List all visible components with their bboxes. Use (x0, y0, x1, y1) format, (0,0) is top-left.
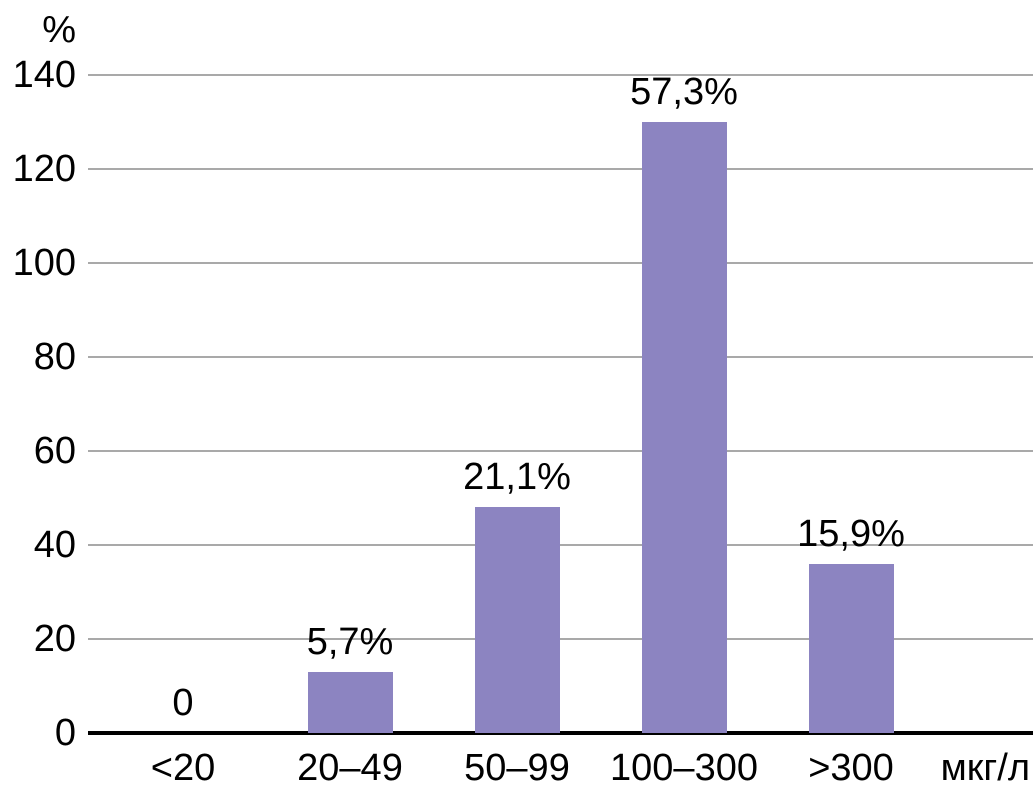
y-tick-label-80: 80 (33, 336, 76, 378)
y-tick-label-140: 140 (12, 54, 76, 96)
gridline-100 (88, 262, 1033, 264)
y-tick-label-60: 60 (33, 430, 76, 472)
bar-value-label-20–49: 5,7% (306, 620, 394, 663)
y-tick-label-40: 40 (33, 524, 76, 566)
x-tick-label-100–300: 100–300 (610, 747, 758, 789)
y-tick-label-20: 20 (33, 618, 76, 660)
x-tick-label-<20: <20 (150, 747, 216, 789)
x-tick-label-50–99: 50–99 (464, 747, 570, 789)
y-tick-label-0: 0 (54, 712, 76, 754)
bar-value-label-50–99: 21,1% (463, 456, 571, 499)
x-axis-unit-label: мкг/л (940, 747, 1030, 789)
gridline-40 (88, 544, 1033, 546)
y-tick-label-100: 100 (12, 242, 76, 284)
bar->300 (808, 563, 894, 733)
gridline-120 (88, 168, 1033, 170)
y-axis-title: % (42, 9, 76, 51)
gridline-80 (88, 356, 1033, 358)
bar-50–99 (474, 507, 560, 733)
gridline-140 (88, 74, 1033, 76)
x-axis-line (88, 731, 1033, 735)
x-tick-label->300: >300 (808, 747, 894, 789)
gridline-20 (88, 638, 1033, 640)
bar-value-label-100–300: 57,3% (630, 71, 738, 113)
bar-100–300 (641, 122, 727, 733)
bar-20–49 (307, 671, 393, 733)
x-tick-label-20–49: 20–49 (297, 747, 403, 789)
bar-value-label-<20: 0 (172, 682, 194, 724)
gridline-60 (88, 450, 1033, 452)
y-tick-label-120: 120 (12, 148, 76, 190)
bar-value-label->300: 15,9% (797, 512, 905, 555)
